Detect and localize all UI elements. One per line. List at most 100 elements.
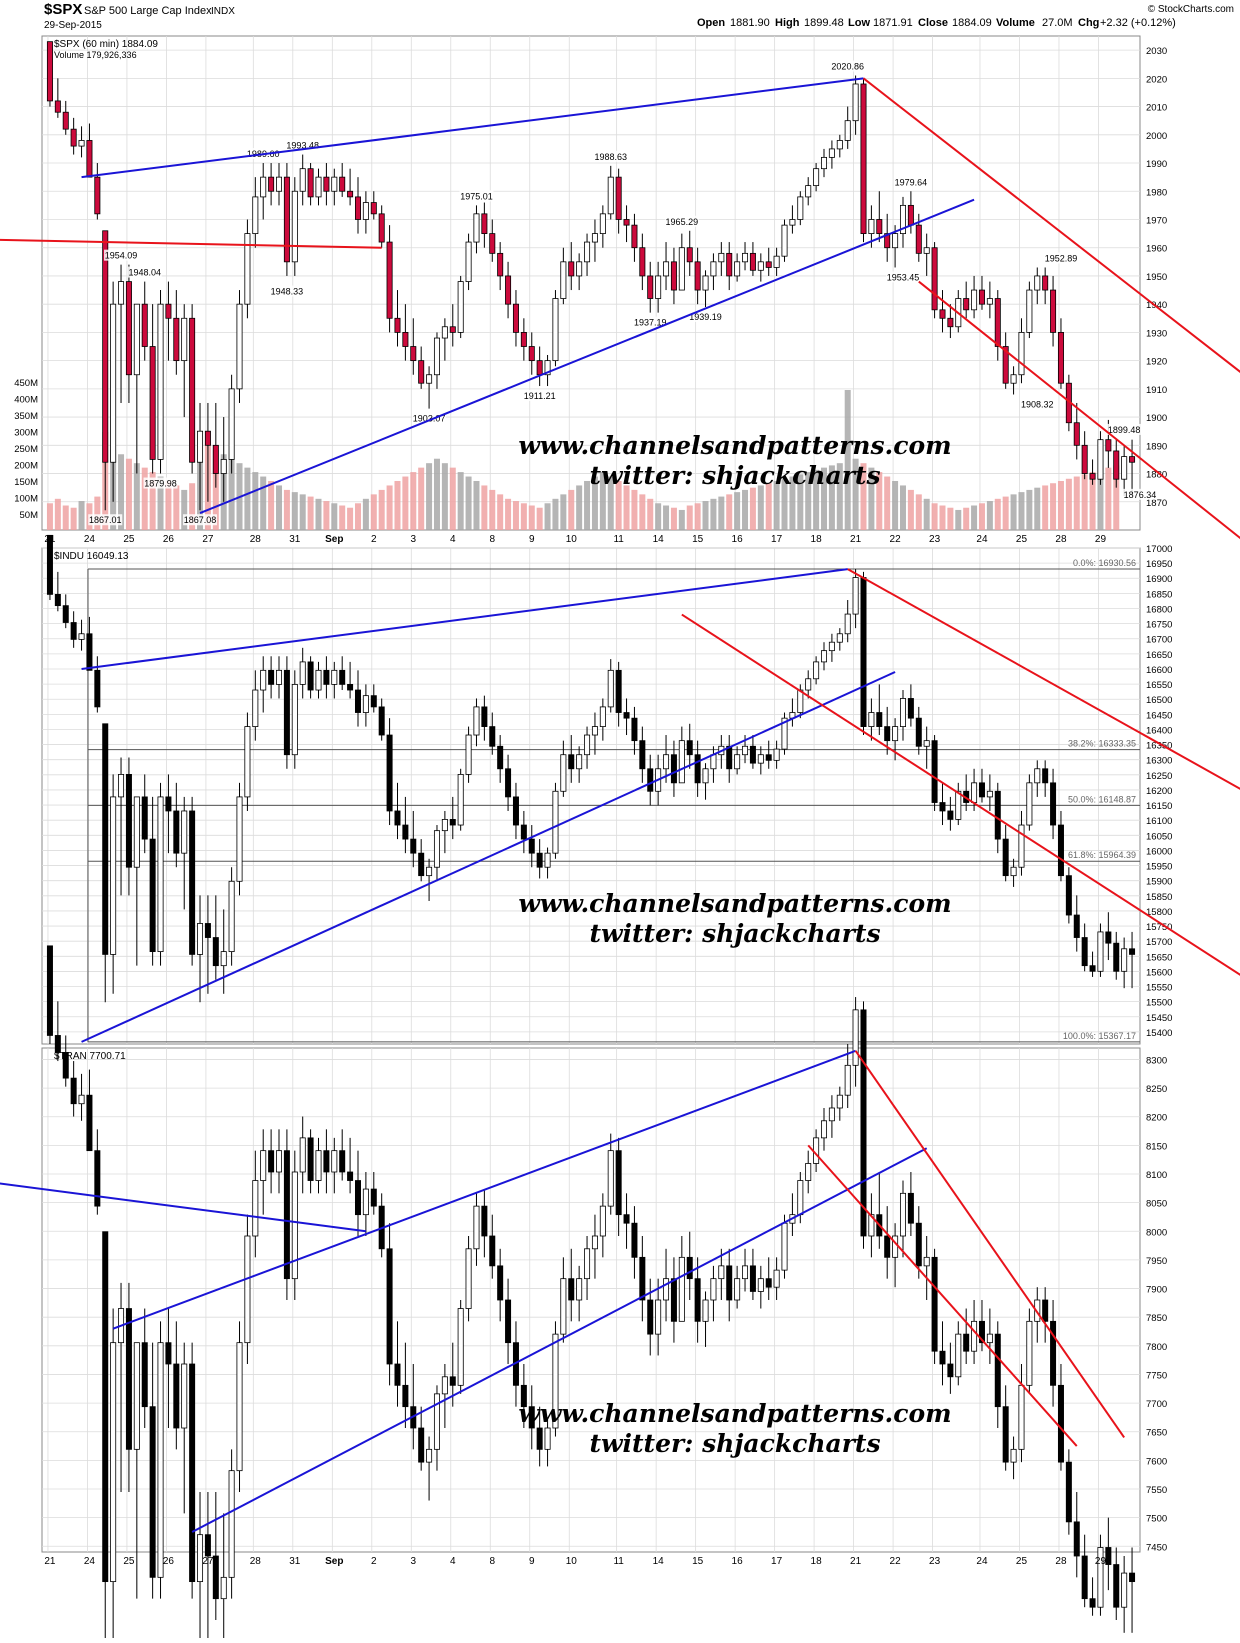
spx-candle-body (687, 248, 692, 262)
tran-candle-body (1003, 1407, 1008, 1462)
spx-candle-body (790, 219, 795, 225)
spx-volume-bar (845, 390, 851, 530)
indu-candle-body (253, 690, 258, 727)
spx-volume-bar (292, 492, 298, 530)
indu-candle-body (703, 769, 708, 783)
indu-candle-body (426, 867, 431, 875)
spx-candle-body (466, 242, 471, 282)
watermark-twitter-text: twitter: shjackcharts (589, 919, 880, 948)
spx-x-tick-label: 8 (489, 534, 495, 545)
tran-candle-body (1129, 1573, 1134, 1582)
spx-volume-bar (552, 499, 558, 530)
indu-candle-body (205, 923, 210, 937)
tran-y-tick-label: 7500 (1146, 1514, 1167, 1525)
indu-candle-body (837, 634, 842, 642)
tran-candle-body (679, 1257, 684, 1321)
chg-label: Chg (1078, 17, 1099, 29)
indu-candle-body (79, 634, 84, 640)
spx-candle-body (616, 177, 621, 219)
spx-candle-body (316, 177, 321, 197)
spx-volume-bar (284, 490, 290, 530)
spx-candle-body (600, 214, 605, 234)
symbol-title[interactable]: $SPX (44, 1, 82, 18)
indu-candle-body (1003, 839, 1008, 876)
tran-y-tick-label: 7900 (1146, 1285, 1167, 1296)
spx-candle-body (284, 177, 289, 262)
spx-volume-bar (568, 490, 574, 530)
tran-candle-body (640, 1257, 645, 1300)
spx-x-tick-label: 16 (732, 534, 744, 545)
spx-volume-bar (426, 463, 432, 530)
spx-volume-bar (450, 468, 456, 530)
spx-x-tick-label: 2 (371, 534, 377, 545)
tran-candle-body (750, 1266, 755, 1292)
spx-volume-bar (371, 494, 377, 530)
spx-volume-bar (1050, 483, 1056, 530)
indu-candle-body (292, 684, 297, 754)
tran-x-tick-label: 28 (250, 1556, 262, 1567)
spx-x-tick-label: 25 (123, 534, 135, 545)
tran-candle-body (95, 1151, 100, 1206)
spx-volume-bar (394, 481, 400, 530)
spx-candle-body (371, 203, 376, 214)
watermark-url-text: www.channelsandpatterns.com (518, 431, 951, 460)
high-label: High (775, 17, 800, 29)
tran-candle-body (861, 1010, 866, 1236)
indu-candle-body (924, 741, 929, 747)
spx-volume-bar (63, 505, 69, 530)
indu-y-tick-label: 16700 (1146, 635, 1172, 646)
stockcharts-brand[interactable]: © StockCharts.com (1148, 4, 1234, 15)
indu-panel-label[interactable]: $INDU 16049.13 (54, 551, 129, 562)
tran-x-tick-label: 21 (850, 1556, 862, 1567)
spx-volume-bar (402, 477, 408, 530)
tran-candle-body (300, 1138, 305, 1172)
spx-candle-body (648, 276, 653, 299)
spx-candle-body (221, 459, 226, 473)
spx-candle-body (537, 361, 542, 375)
tran-candle-body (87, 1095, 92, 1150)
spx-candle-body (269, 177, 274, 191)
tran-x-tick-label: 18 (811, 1556, 823, 1567)
indu-candle-body (1050, 783, 1055, 825)
indu-y-tick-label: 16550 (1146, 680, 1172, 691)
spx-volume-bar (458, 472, 464, 530)
indu-candle-body (900, 698, 905, 726)
spx-candle-body (213, 445, 218, 473)
spx-panel-label[interactable]: $SPX (60 min) 1884.09 (54, 39, 158, 50)
indu-y-tick-label: 16050 (1146, 831, 1172, 842)
spx-price-annotation: 2020.86 (831, 62, 864, 72)
spx-volume-bar (987, 501, 993, 530)
indu-candle-body (545, 853, 550, 867)
indu-y-tick-label: 15600 (1146, 967, 1172, 978)
indu-candle-body (276, 670, 281, 684)
spx-x-tick-label: 14 (653, 534, 665, 545)
indu-candle-body (711, 755, 716, 769)
tran-candle-body (1058, 1385, 1063, 1462)
spx-price-annotation: 1952.89 (1045, 253, 1078, 263)
spx-candle-body (632, 225, 637, 248)
indu-y-tick-label: 15950 (1146, 862, 1172, 873)
spx-volume-bar (655, 503, 661, 530)
tran-candle-body (63, 1053, 68, 1079)
spx-candle-body (426, 375, 431, 383)
spx-volume-label: Volume 179,926,336 (54, 50, 137, 60)
tran-candle-body (134, 1343, 139, 1450)
tran-candle-body (1074, 1522, 1079, 1556)
spx-candle-body (111, 304, 116, 462)
tran-candle-body (900, 1193, 905, 1236)
spx-volume-bar (884, 477, 890, 530)
tran-panel: 7450750075507600765077007750780078507900… (0, 946, 1167, 1638)
spx-volume-bar (347, 508, 353, 530)
tran-y-tick-label: 7550 (1146, 1485, 1167, 1496)
spx-candle-body (924, 248, 929, 254)
indu-candle-body (1114, 943, 1119, 971)
volume-value: 27.0M (1042, 17, 1073, 29)
spx-price-annotation: 1979.64 (895, 177, 928, 187)
tran-candle-body (948, 1364, 953, 1377)
indu-candle-body (821, 651, 826, 662)
tran-candle-body (505, 1300, 510, 1343)
spx-volume-bar (1105, 468, 1111, 530)
spx-candle-body (87, 140, 92, 177)
indu-candle-body (877, 713, 882, 727)
spx-candle-body (971, 290, 976, 310)
